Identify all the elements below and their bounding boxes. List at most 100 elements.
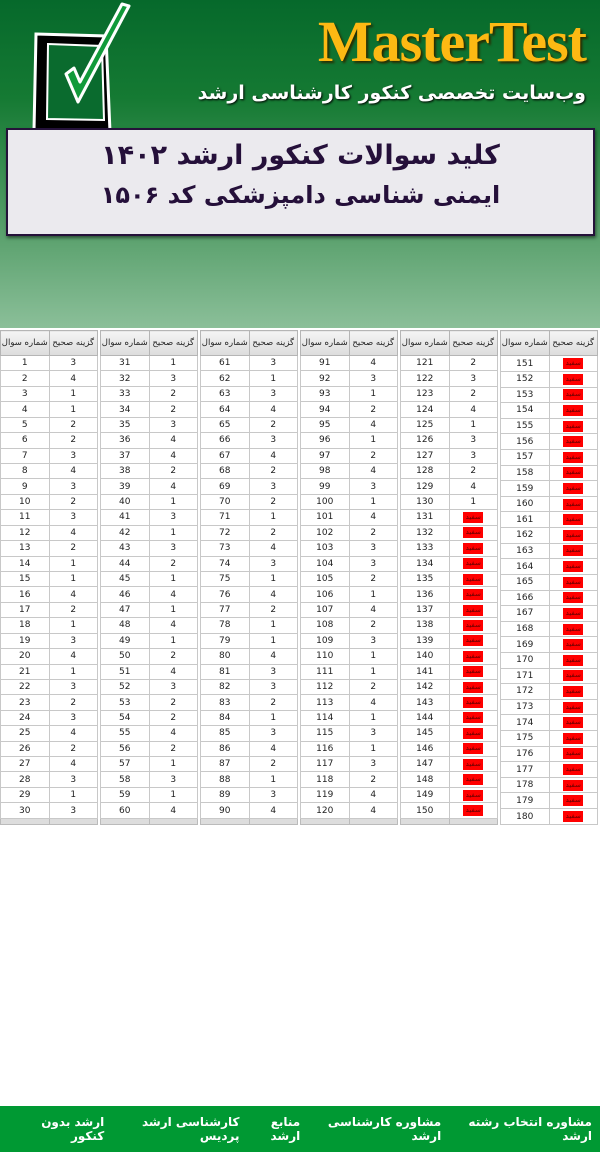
- question-number: 102: [300, 524, 350, 542]
- table-row: 43 3: [100, 540, 198, 557]
- question-number: 43: [100, 540, 150, 557]
- answer-cell: 3: [148, 678, 198, 696]
- question-number: 147: [400, 756, 450, 773]
- footer-link[interactable]: منابع ارشد: [270, 1115, 301, 1143]
- table-row: 133 سفید: [400, 540, 498, 557]
- question-number: 142: [400, 678, 450, 696]
- table-row: 176 سفید: [500, 745, 598, 763]
- answer-value: 4: [170, 666, 177, 677]
- answer-value: 1: [270, 373, 277, 384]
- question-number: 160: [500, 495, 550, 513]
- answer-value: 3: [70, 805, 77, 816]
- table-row: 123 2: [400, 385, 498, 403]
- answer-cell: سفید: [448, 524, 498, 542]
- blank-answer-badge: سفید: [563, 795, 584, 807]
- answer-cell: 1: [148, 524, 198, 542]
- answer-cell: سفید: [548, 605, 598, 622]
- column-header-answer: گزینه صحیح: [448, 329, 498, 357]
- answer-cell: 4: [248, 540, 298, 557]
- answer-cell: 3: [148, 509, 198, 526]
- table-row: 170 سفید: [500, 651, 598, 669]
- answer-cell: 3: [48, 802, 98, 819]
- question-number: 164: [500, 558, 550, 575]
- table-row: 158 سفید: [500, 464, 598, 482]
- answer-cell: سفید: [548, 714, 598, 731]
- answer-value: 4: [470, 481, 477, 492]
- answer-cell: 1: [148, 355, 198, 372]
- answer-cell: 2: [148, 740, 198, 758]
- answer-value: 2: [370, 574, 377, 585]
- answer-value: 4: [70, 759, 77, 770]
- answer-value: 1: [70, 620, 77, 631]
- question-number: 45: [100, 570, 150, 588]
- answer-value: 1: [170, 497, 177, 508]
- answer-value: 2: [370, 527, 377, 538]
- question-number: 99: [300, 478, 350, 495]
- table-row: 73 4: [200, 540, 298, 557]
- table-row: 118 2: [300, 771, 398, 788]
- answer-value: 1: [170, 605, 177, 616]
- question-number: 179: [500, 792, 550, 810]
- page-title: کلید سوالات کنکور ارشد ۱۴۰۲: [101, 140, 500, 171]
- answer-value: 3: [70, 481, 77, 492]
- blank-answer-badge: سفید: [563, 373, 584, 385]
- question-number: 18: [0, 617, 50, 634]
- table-row: 177 سفید: [500, 761, 598, 778]
- table-row: 89 3: [200, 786, 298, 804]
- answer-cell: سفید: [448, 540, 498, 557]
- answer-value: 4: [170, 435, 177, 446]
- answer-cell: سفید: [548, 355, 598, 372]
- question-number: 35: [100, 416, 150, 434]
- blank-answer-badge: سفید: [563, 451, 584, 463]
- table-row: 18 1: [0, 617, 98, 634]
- question-number: 143: [400, 694, 450, 711]
- question-number: 56: [100, 740, 150, 758]
- footer-link[interactable]: ارشد بدون کنکور: [41, 1115, 105, 1143]
- question-number: 46: [100, 586, 150, 603]
- question-number: 152: [500, 370, 550, 388]
- table-row: 151 سفید: [500, 355, 598, 372]
- answer-cell: 4: [248, 447, 298, 465]
- column-header-number: شماره سوال: [400, 329, 450, 357]
- answer-value: 1: [170, 759, 177, 770]
- answer-cell: 1: [248, 771, 298, 788]
- question-number: 63: [200, 385, 250, 403]
- answer-value: 1: [270, 635, 277, 646]
- answer-key-tables: شماره سوال گزینه صحیح 1 3 2 4 3 1 4 1 5 2 6 2 7 3 8 4 9 3 10…: [0, 329, 600, 826]
- answer-value: 3: [370, 558, 377, 569]
- question-number: 66: [200, 432, 250, 449]
- answer-value: 3: [270, 481, 277, 492]
- answer-value: 4: [370, 419, 377, 430]
- table-row: 114 1: [300, 709, 398, 727]
- answer-cell: 1: [448, 493, 498, 511]
- question-number: 122: [400, 370, 450, 387]
- answer-value: 1: [370, 589, 377, 600]
- question-number: 41: [100, 509, 150, 526]
- answer-cell: 2: [348, 570, 398, 588]
- answer-value: 3: [370, 635, 377, 646]
- answer-value: 4: [70, 466, 77, 477]
- blank-answer-badge: سفید: [563, 639, 584, 651]
- table-row: 59 1: [100, 786, 198, 804]
- table-row: 84 1: [200, 709, 298, 727]
- table-row: 78 1: [200, 617, 298, 634]
- answer-value: 4: [70, 527, 77, 538]
- question-number: 32: [100, 370, 150, 387]
- answer-value: 2: [170, 558, 177, 569]
- answer-cell: سفید: [548, 745, 598, 763]
- footer-link[interactable]: کارشناسی ارشد پردیس: [142, 1115, 240, 1143]
- table-row: 132 سفید: [400, 524, 498, 542]
- table-row: 21 1: [0, 663, 98, 680]
- question-number: 139: [400, 632, 450, 650]
- footer-link[interactable]: مشاوره انتخاب رشته ارشد: [468, 1115, 592, 1143]
- table-footer-row: [0, 817, 98, 826]
- footer-link[interactable]: مشاوره کارشناسی ارشد: [327, 1115, 442, 1143]
- question-number: 125: [400, 416, 450, 434]
- table-row: 61 3: [200, 355, 298, 372]
- answer-value: 3: [70, 712, 77, 723]
- question-number: 180: [500, 808, 550, 825]
- table-row: 161 سفید: [500, 511, 598, 529]
- table-row: 162 سفید: [500, 527, 598, 544]
- question-number: 37: [100, 447, 150, 465]
- blank-answer-badge: سفید: [563, 514, 584, 526]
